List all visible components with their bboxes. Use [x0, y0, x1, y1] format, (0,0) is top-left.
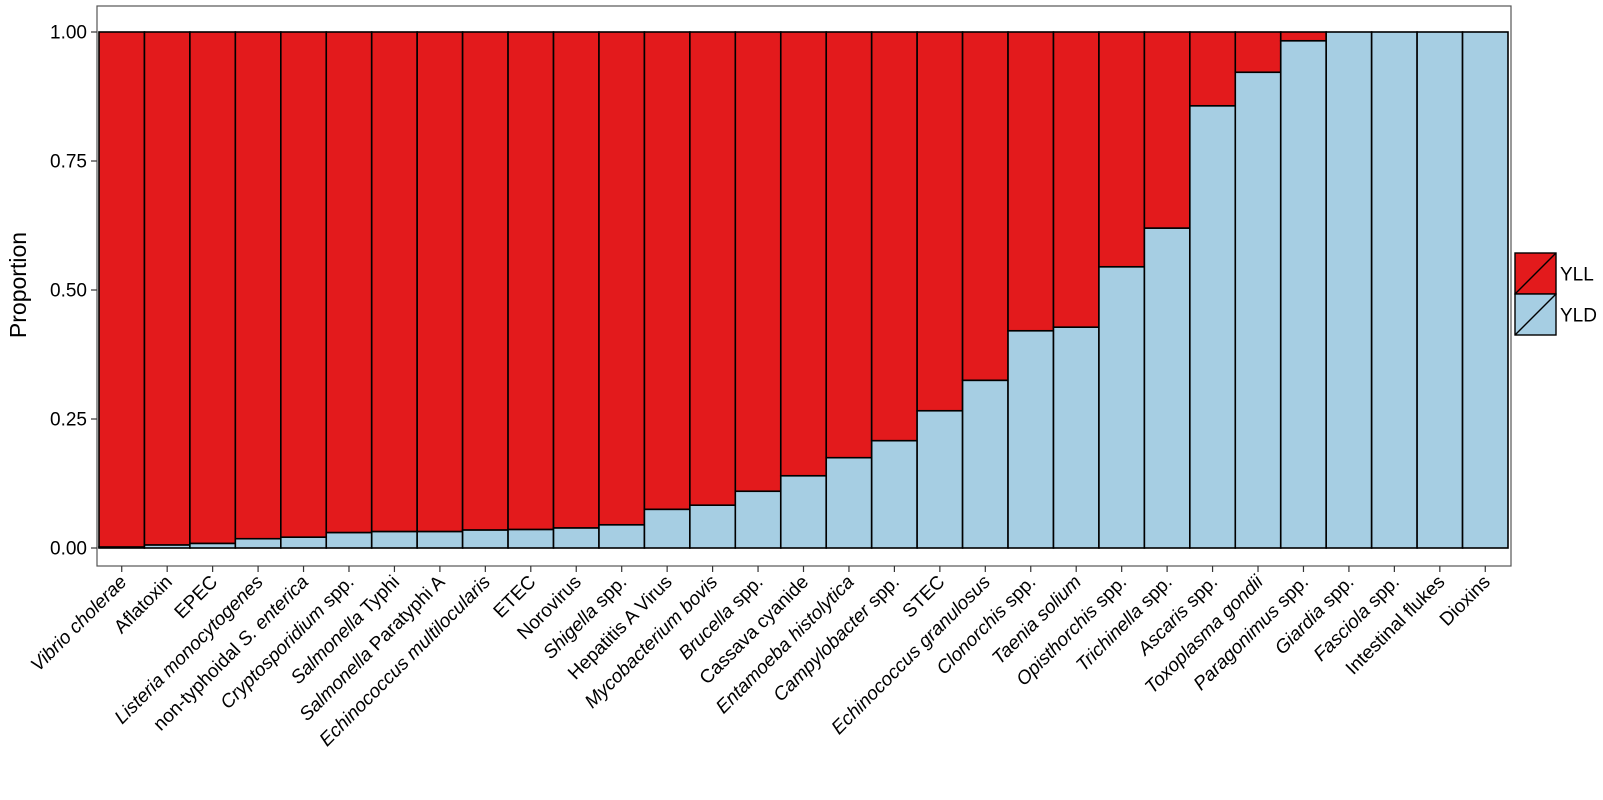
bar-yll-24	[1189, 31, 1237, 107]
bar-yld-13	[689, 504, 737, 549]
bar-yld-30	[1461, 31, 1509, 549]
bar-yld-5	[325, 531, 373, 549]
legend-key-diagonal	[1514, 293, 1557, 336]
bar-yld-22	[1098, 265, 1146, 549]
bar-yld-28	[1370, 31, 1418, 549]
bar-yll-9	[507, 31, 555, 531]
y-tick-label: 0.25	[50, 410, 87, 431]
bar-yld-17	[870, 439, 918, 549]
bar-yll-12	[643, 31, 691, 511]
bar-yld-16	[825, 456, 873, 549]
y-tick-label: 1.00	[50, 23, 87, 44]
bar-yld-3	[234, 537, 282, 549]
bar-yld-11	[598, 523, 646, 549]
legend-key-diagonal	[1514, 252, 1557, 295]
y-axis: 0.00 0.25 0.50 0.75 1.00	[50, 23, 97, 560]
bar-yld-25	[1234, 71, 1282, 549]
legend-label-yld: YLD	[1560, 306, 1597, 327]
bar-yld-8	[461, 529, 509, 549]
bar-yld-10	[552, 527, 600, 549]
bar-yld-4	[280, 536, 328, 549]
bar-yll-3	[234, 31, 282, 540]
bar-yld-18	[916, 409, 964, 549]
legend-label-yll: YLL	[1560, 265, 1594, 286]
bar-yll-22	[1098, 31, 1146, 268]
bar-yll-26	[1279, 31, 1327, 42]
bar-yld-26	[1279, 39, 1327, 549]
bar-yll-15	[779, 31, 828, 477]
bar-yll-5	[325, 31, 373, 534]
bar-yld-23	[1143, 227, 1191, 549]
bar-yll-1	[143, 31, 191, 546]
bar-yld-20	[1007, 329, 1055, 549]
bar-yll-19	[961, 31, 1009, 382]
bar-yld-14	[734, 490, 782, 549]
bar-yld-21	[1052, 326, 1100, 549]
bar-yll-2	[189, 31, 237, 545]
bar-yll-8	[461, 31, 509, 531]
bar-yll-21	[1052, 31, 1100, 328]
bar-yld-29	[1416, 31, 1464, 549]
bar-yll-25	[1234, 31, 1282, 74]
bar-yll-4	[280, 31, 328, 538]
x-tick-label: Dioxins	[1436, 572, 1495, 631]
y-tick-label: 0.75	[50, 152, 87, 173]
bar-yld-12	[643, 508, 691, 549]
bar-yll-7	[416, 31, 464, 533]
bar-yll-6	[370, 31, 418, 533]
bar-yld-24	[1189, 104, 1237, 549]
bar-yld-6	[370, 530, 418, 549]
bar-yll-11	[598, 31, 646, 526]
y-tick-label: 0.00	[50, 539, 87, 560]
bar-yld-15	[779, 474, 828, 549]
bar-yld-27	[1325, 31, 1373, 549]
bars-group	[98, 31, 1509, 549]
bar-yll-0	[98, 31, 146, 548]
bar-yll-23	[1143, 31, 1191, 229]
y-axis-title: Proportion	[5, 232, 31, 338]
bar-yll-13	[689, 31, 737, 506]
y-tick-label: 0.50	[50, 281, 87, 302]
bar-yld-9	[507, 528, 555, 549]
bar-yll-20	[1007, 31, 1055, 332]
bar-yll-17	[870, 31, 918, 442]
bar-yll-10	[552, 31, 600, 529]
x-tick-label-part: Dioxins	[1436, 572, 1495, 631]
legend: YLL YLD	[1514, 252, 1597, 336]
bar-yll-18	[916, 31, 964, 412]
bar-yll-16	[825, 31, 873, 459]
bar-yld-7	[416, 530, 464, 549]
bar-yld-19	[961, 379, 1009, 549]
bar-yll-14	[734, 31, 782, 493]
